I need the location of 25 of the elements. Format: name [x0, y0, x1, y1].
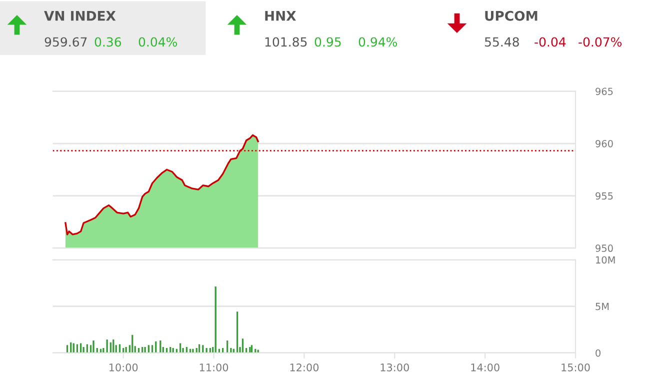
- category-label: VN INDEX: [44, 11, 116, 21]
- x-tick-label: 14:00: [471, 363, 500, 372]
- x-tick-label: 11:00: [200, 363, 228, 372]
- category-label: UPCOM: [485, 10, 538, 21]
- x-tick-label: 13:00: [380, 363, 409, 372]
- category-label: HNX: [265, 11, 296, 21]
- x-tick-label: 12:00: [290, 363, 319, 372]
- data-label: -0.07%: [578, 37, 622, 47]
- y-tick-label: 5M: [596, 302, 609, 310]
- data-label: 0.04%: [138, 37, 178, 47]
- x-tick-label: 15:00: [562, 363, 590, 372]
- data-label: -0.04: [534, 37, 566, 47]
- y-tick-label: 960: [596, 140, 613, 148]
- data-label: 55.48: [484, 37, 519, 47]
- x-tick-label: 10:00: [109, 363, 138, 372]
- y-tick-label: 955: [596, 192, 613, 200]
- data-label: 0.36: [94, 37, 122, 47]
- data-label: 0.94%: [358, 37, 398, 47]
- data-label: 0.95: [314, 37, 341, 47]
- y-tick-label: 10M: [596, 256, 615, 264]
- data-label: 101.85: [265, 37, 307, 47]
- y-tick-label: 0: [596, 349, 601, 357]
- data-label: 959.67: [44, 37, 87, 47]
- y-tick-label: 950: [596, 244, 613, 252]
- y-tick-label: 965: [596, 88, 613, 96]
